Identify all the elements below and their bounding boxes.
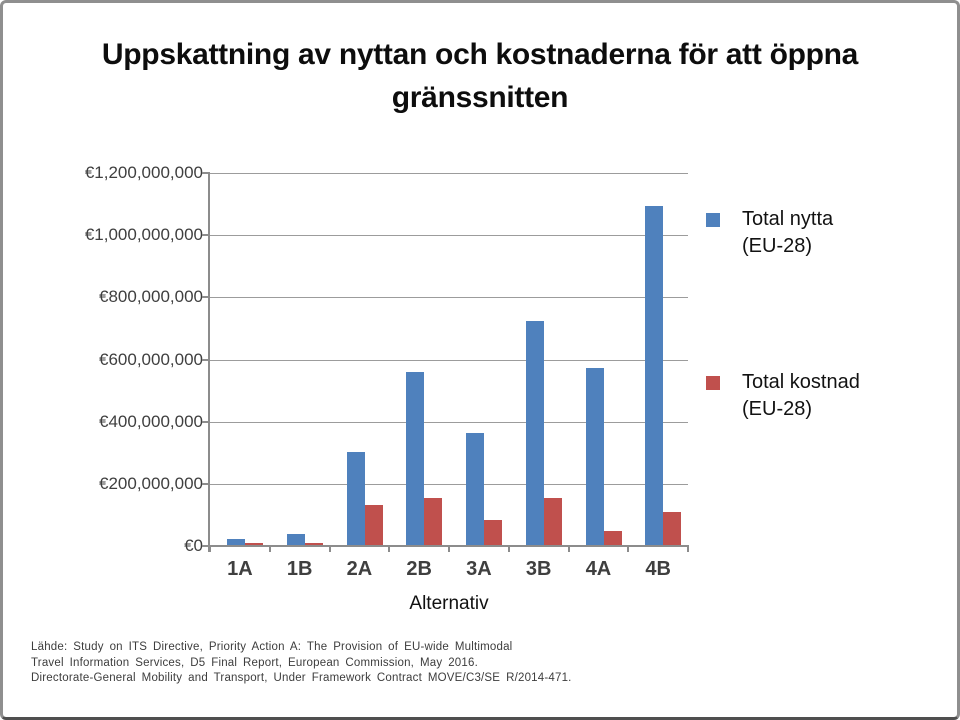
x-axis-tick — [388, 546, 390, 552]
y-axis-tick — [202, 545, 210, 547]
bar-total-kostnad-4A — [604, 531, 622, 545]
y-axis-labels: €0 €200,000,000 €400,000,000 €600,000,000 €8… — [3, 163, 203, 555]
bar-total-nytta-1A — [227, 539, 245, 545]
legend-label-kostnad-line1: Total kostnad — [742, 371, 860, 393]
x-axis-tick — [627, 546, 629, 552]
page-title: Uppskattning av nyttan och kostnaderna f… — [33, 33, 927, 119]
gridline — [210, 359, 688, 361]
gridline — [210, 173, 688, 174]
x-axis-tick — [687, 546, 689, 552]
x-tick-label-4A: 4A — [585, 558, 612, 580]
x-tick-label-1B: 1B — [286, 558, 313, 580]
x-tick-label-3A: 3A — [466, 558, 492, 580]
legend-item-total-nytta: Total nytta (EU-28) — [706, 206, 833, 260]
legend-label-total-kostnad: Total kostnad (EU-28) — [742, 369, 860, 423]
x-tick-label-4B: 4B — [645, 558, 671, 580]
plot-area: 1A 1B 2A 2B 3A 3B 4A 4B — [202, 172, 689, 580]
y-axis-tick — [202, 358, 210, 361]
x-tick-label-3B: 3B — [525, 558, 552, 580]
bar-total-nytta-3B — [526, 321, 544, 545]
source-line-1: Lähde: Study on ITS Directive, Priority … — [31, 641, 513, 653]
x-axis-tick — [269, 546, 271, 552]
y-axis-tick — [202, 234, 210, 237]
x-tick-label-2A: 2A — [346, 558, 373, 580]
y-axis-tick — [202, 172, 210, 174]
legend-label-kostnad-line2: (EU-28) — [742, 398, 813, 420]
bar-total-nytta-4A — [586, 368, 604, 545]
x-axis-tick — [508, 546, 510, 552]
y-tick-label: €800,000,000 — [99, 287, 203, 307]
legend-label-total-nytta: Total nytta (EU-28) — [742, 206, 833, 260]
bar-total-kostnad-1A — [245, 543, 263, 545]
y-axis-tick — [202, 482, 210, 485]
legend-label-nytta-line2: (EU-28) — [742, 235, 813, 257]
y-tick-label: €400,000,000 — [99, 411, 203, 431]
legend-item-total-kostnad: Total kostnad (EU-28) — [706, 369, 860, 423]
bar-total-nytta-1B — [287, 534, 305, 545]
y-tick-label: €600,000,000 — [99, 349, 203, 369]
bar-total-nytta-3A — [466, 433, 484, 545]
x-axis-tick — [448, 546, 450, 552]
gridline — [210, 235, 688, 237]
bar-total-kostnad-4B — [663, 512, 681, 545]
bar-total-kostnad-2B — [424, 498, 442, 545]
y-tick-label: €1,000,000,000 — [84, 225, 203, 245]
source-text: Lähde: Study on ITS Directive, Priority … — [31, 640, 837, 687]
page-title-line1: Uppskattning av nyttan och kostnaderna f… — [101, 38, 859, 71]
bar-total-nytta-2A — [347, 452, 365, 545]
legend-swatch-kostnad-icon — [706, 376, 720, 390]
legend-swatch-nytta-icon — [706, 213, 720, 227]
y-tick-label: €0 — [184, 536, 203, 555]
bar-total-nytta-2B — [406, 372, 424, 545]
gridline — [210, 421, 688, 423]
gridline — [210, 483, 688, 485]
bar-total-kostnad-1B — [305, 543, 323, 545]
x-axis-tick — [209, 546, 211, 552]
y-tick-label: €200,000,000 — [99, 473, 203, 493]
y-tick-label: €1,200,000,000 — [84, 163, 203, 182]
y-axis-tick — [202, 296, 210, 299]
bar-total-kostnad-3B — [544, 498, 562, 545]
gridline — [210, 297, 688, 299]
y-axis-line — [208, 172, 210, 552]
bar-total-kostnad-3A — [484, 520, 502, 545]
bar-total-nytta-4B — [645, 206, 663, 545]
source-line-3: Directorate-General Mobility and Transpo… — [31, 672, 572, 684]
x-axis-title: Alternativ — [409, 593, 489, 614]
x-axis-tick — [329, 546, 331, 552]
x-tick-label-2B: 2B — [406, 558, 432, 580]
y-axis-tick — [202, 420, 210, 423]
x-axis-tick — [568, 546, 570, 552]
page-title-line2: gränssnitten — [391, 81, 569, 114]
source-line-2: Travel Information Services, D5 Final Re… — [31, 656, 478, 669]
legend-label-nytta-line1: Total nytta — [742, 208, 834, 230]
x-tick-label-1A: 1A — [227, 558, 253, 580]
bar-total-kostnad-2A — [365, 505, 383, 545]
